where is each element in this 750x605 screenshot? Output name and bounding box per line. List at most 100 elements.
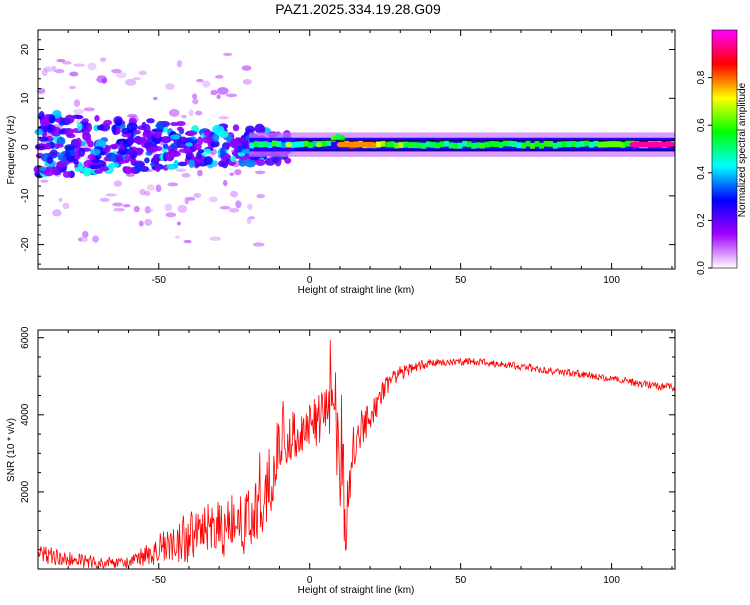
- spectrogram-faint-blob: [82, 230, 89, 239]
- snr-xtick-label: 50: [455, 575, 467, 586]
- spectrogram-faint-blob: [124, 78, 137, 86]
- spectrogram-blob: [56, 160, 68, 168]
- spectrogram-faint-blob: [165, 83, 175, 90]
- spectrogram-blob: [38, 136, 49, 142]
- spectrogram-faint-blob: [73, 63, 86, 67]
- spectrogram-blob: [62, 171, 72, 178]
- spectrogram-faint-blob: [181, 173, 191, 178]
- spectrogram-faint-blob: [246, 216, 252, 225]
- ridge-segment: [566, 141, 572, 148]
- spectrogram-blob: [146, 118, 155, 124]
- ridge-segment: [403, 141, 409, 148]
- spectrogram-blob: [152, 146, 163, 152]
- spectrogram-blob: [85, 136, 92, 145]
- ridge-peak: [336, 141, 377, 148]
- spectrogram-xtick-label: 100: [603, 275, 620, 286]
- spectrogram-blob: [185, 142, 193, 147]
- snr-ytick-label: 6000: [20, 326, 31, 349]
- spectrogram-blob: [203, 129, 212, 137]
- spectrogram-blob: [111, 124, 117, 133]
- spectrogram-blob: [111, 143, 118, 150]
- spectrogram-blob: [66, 155, 76, 162]
- spectrogram-faint-blob: [155, 184, 162, 193]
- spectrogram-blob: [124, 155, 131, 164]
- spectrogram-xtick-label: -50: [152, 275, 167, 286]
- spectrogram-blob: [108, 162, 120, 168]
- spectrogram-blob: [122, 166, 134, 175]
- ridge-segment: [534, 140, 540, 147]
- spectrogram-faint-blob: [254, 170, 266, 175]
- spectrogram-xtick-label: 50: [455, 275, 467, 286]
- spectrogram-faint-blob: [183, 239, 192, 244]
- ridge-segment: [321, 140, 327, 147]
- spectrogram-faint-blob: [252, 242, 265, 247]
- ridge-segment: [552, 142, 558, 149]
- spectrogram-faint-blob: [123, 204, 131, 208]
- spectrogram-faint-blob: [52, 209, 62, 217]
- spectrogram-blob: [170, 121, 179, 127]
- spectrogram-blob: [144, 157, 150, 164]
- ridge-segment: [489, 141, 495, 147]
- spectrogram-blob: [185, 130, 197, 136]
- ridge-peak: [385, 141, 395, 148]
- ridge-segment: [561, 141, 567, 148]
- ridge-segment: [407, 142, 413, 149]
- spectrogram-blob: [81, 118, 89, 123]
- spectrogram-ytick-label: -10: [20, 188, 31, 203]
- colorbar: 0.0 0.2 0.4 0.6 0.8 Normalized spectral ampl…: [696, 29, 748, 275]
- spectrogram-faint-blob: [54, 68, 65, 74]
- spectrogram-blob: [219, 147, 226, 157]
- spectrogram-blob: [45, 142, 52, 150]
- spectrogram-blob: [115, 126, 121, 135]
- ridge-segment: [498, 142, 504, 148]
- ridge-segment: [543, 140, 549, 147]
- spectrogram-blob: [169, 134, 181, 140]
- spectrogram-blob: [203, 156, 213, 165]
- spectrogram-faint-blob: [192, 93, 198, 100]
- snr-ytick-label: 2000: [20, 480, 31, 503]
- spectrogram-faint-blob: [195, 110, 203, 116]
- ridge-segment: [625, 140, 631, 147]
- ridge-segment: [462, 140, 467, 147]
- spectrogram-faint-blob: [73, 109, 85, 115]
- spectrogram-blob: [128, 147, 135, 156]
- ridge-segment: [484, 141, 490, 148]
- spectrogram-blob: [37, 143, 46, 150]
- spectrogram-blob: [154, 164, 161, 173]
- spectrogram-faint-blob: [113, 180, 122, 187]
- colorbar-label: Normalized spectral amplitude: [737, 82, 748, 217]
- spectrogram-blob: [177, 161, 188, 167]
- spectrogram-blob: [39, 166, 47, 172]
- ridge-segment: [493, 141, 499, 148]
- spectrogram-faint-blob: [216, 87, 229, 95]
- ridge-segment: [439, 141, 445, 148]
- spectrogram-faint-blob: [209, 236, 222, 241]
- spectrogram-blob: [176, 126, 184, 131]
- colorbar-tick-label: 0.4: [696, 165, 707, 179]
- colorbar-tick-label: 0.0: [696, 261, 707, 275]
- colorbar-ticks: 0.0 0.2 0.4 0.6 0.8: [696, 70, 712, 275]
- spectrogram-blob: [153, 159, 160, 165]
- spectrogram-faint-blob: [177, 204, 188, 213]
- colorbar-tick-label: 0.8: [696, 70, 707, 84]
- ridge-segment: [394, 142, 400, 149]
- spectrogram-faint-blob: [222, 52, 233, 56]
- ridge-segment: [412, 142, 418, 149]
- spectrogram-blob: [75, 137, 82, 148]
- spectrogram-faint-blob: [218, 116, 230, 120]
- colorbar-scale: [711, 29, 738, 269]
- spectrogram-blob: [34, 128, 44, 136]
- spectrogram-blob: [143, 123, 151, 134]
- spectrogram-faint-blob: [68, 85, 76, 90]
- spectrogram-faint-blob: [215, 74, 224, 79]
- ridge-segment: [584, 140, 590, 147]
- spectrogram-blob: [109, 154, 116, 162]
- spectrogram-faint-blob: [256, 194, 265, 199]
- spectrogram-blob: [103, 119, 113, 126]
- ridge-segment: [258, 141, 264, 148]
- spectrogram-panel: -50 0 50 100 -20 -10 0 10 20 Height of straight …: [6, 29, 676, 296]
- ridge-segment: [530, 142, 535, 149]
- spectrogram-faint-blob: [40, 179, 49, 183]
- spectrogram-faint-blob: [112, 202, 124, 207]
